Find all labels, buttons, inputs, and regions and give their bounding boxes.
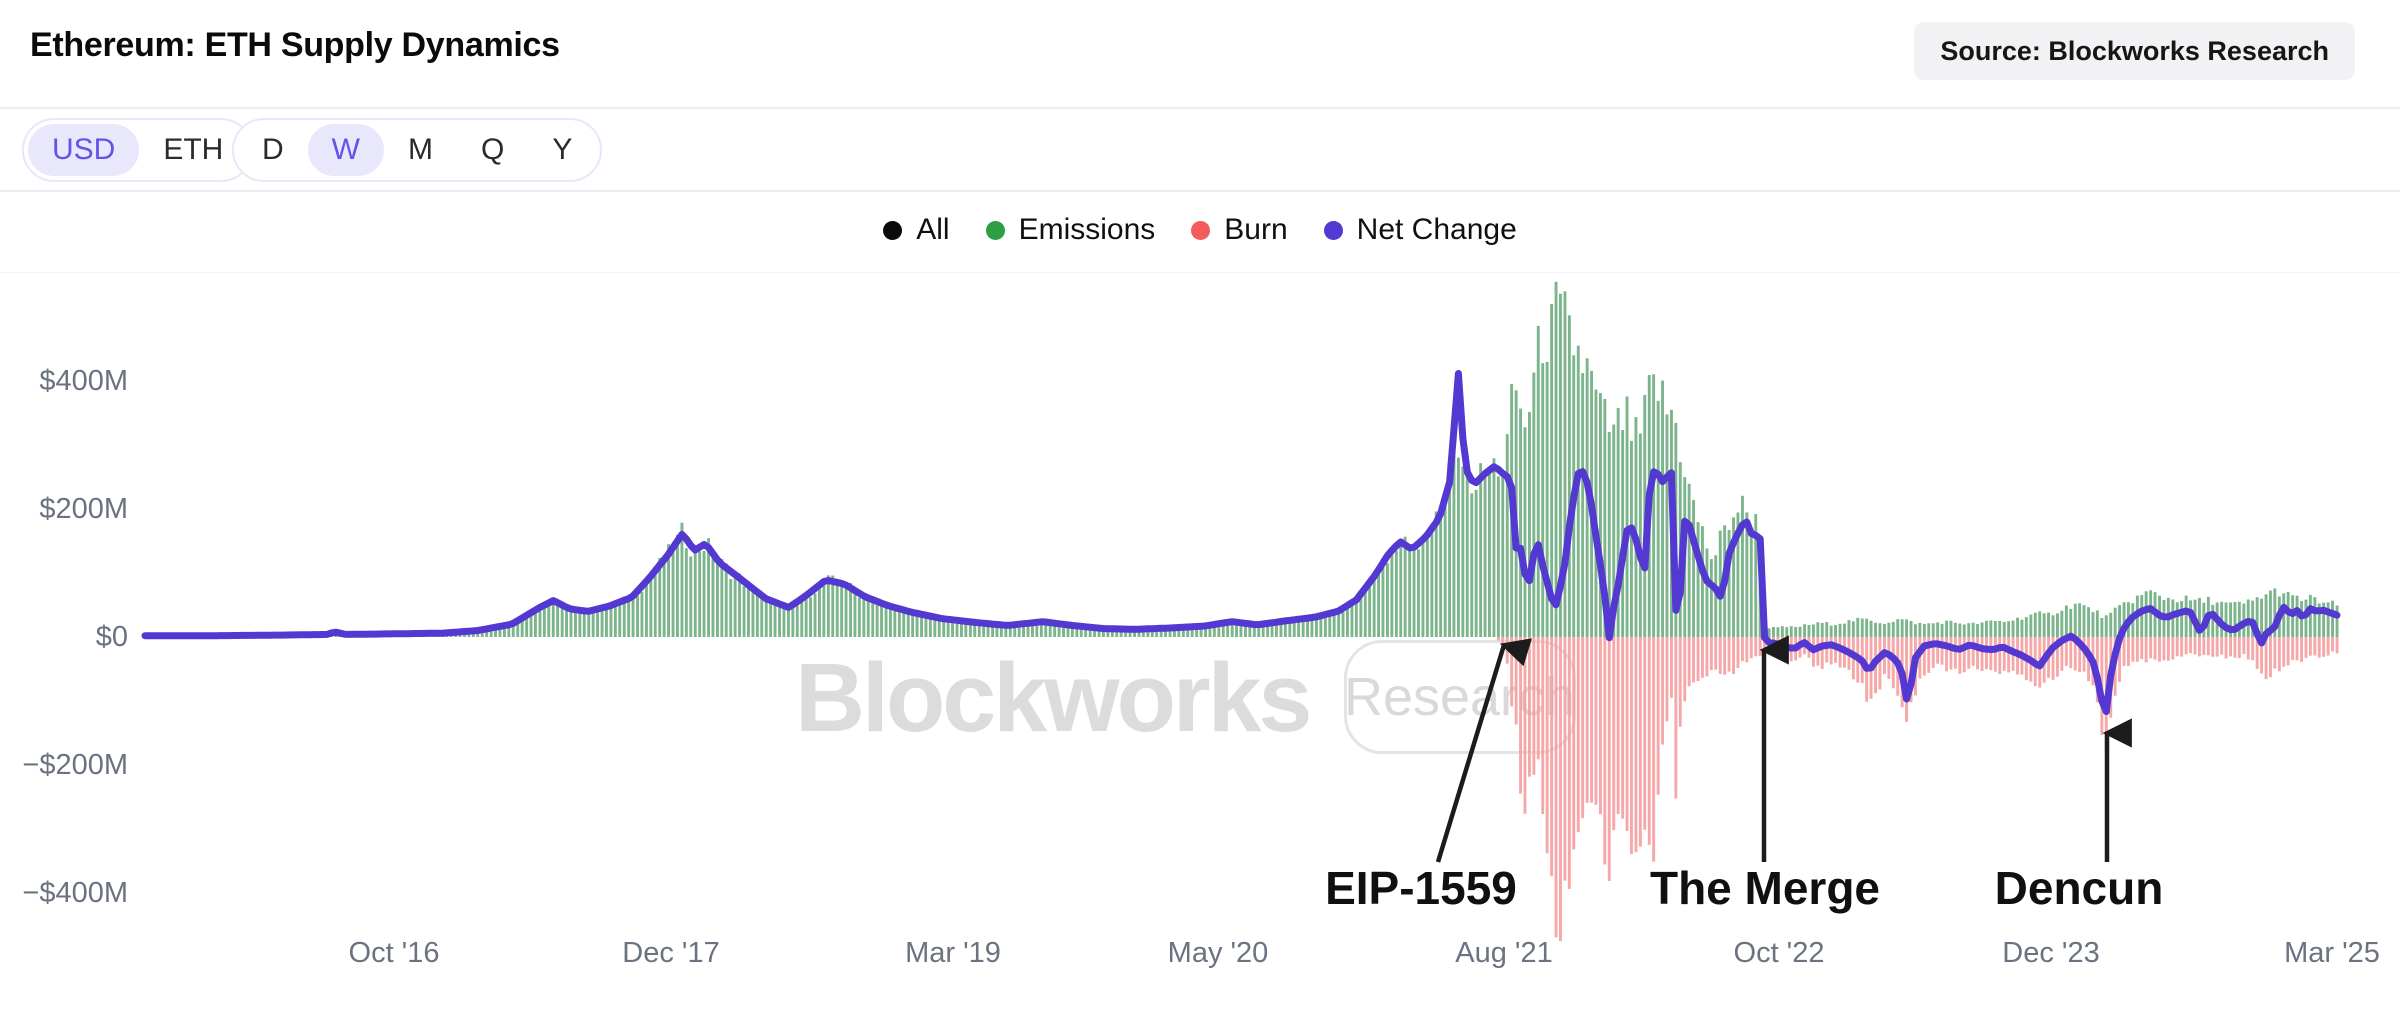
y-axis-label: $200M bbox=[39, 493, 128, 525]
legend-label: Net Change bbox=[1356, 213, 1517, 246]
legend-label: Burn bbox=[1224, 213, 1288, 246]
toggle-interval-m[interactable]: M bbox=[408, 133, 433, 166]
toggle-eth[interactable]: ETH bbox=[163, 133, 224, 166]
chart-legend: All Emissions Burn Net Change bbox=[0, 213, 2400, 247]
all-series-dot-icon bbox=[883, 220, 903, 240]
toggle-interval-y[interactable]: Y bbox=[552, 133, 573, 166]
x-axis-label: Aug '21 bbox=[1455, 937, 1552, 969]
legend-label: All bbox=[916, 213, 950, 246]
annotation-label: EIP-1559 bbox=[1325, 862, 1517, 914]
x-axis-labels: Oct '16 Dec '17 Mar '19 May '20 Aug '21 Oct '… bbox=[349, 937, 2380, 969]
y-axis-labels: $400M $200M $0 −$200M −$400M bbox=[22, 365, 128, 909]
divider bbox=[0, 190, 2400, 192]
toggle-interval-d[interactable]: D bbox=[262, 133, 284, 166]
annotation-label: The Merge bbox=[1650, 862, 1880, 914]
x-axis-label: Dec '17 bbox=[622, 937, 719, 969]
y-axis-label: $400M bbox=[39, 365, 128, 397]
legend-item-all[interactable]: All bbox=[883, 213, 950, 247]
toggle-interval-w[interactable]: W bbox=[307, 124, 384, 176]
legend-item-emissions[interactable]: Emissions bbox=[985, 213, 1156, 247]
divider bbox=[0, 107, 2400, 109]
emissions-bars bbox=[143, 281, 2339, 637]
burn-series-dot-icon bbox=[1191, 220, 1211, 240]
watermark: Blockworks Research bbox=[795, 640, 1576, 754]
page-title: Ethereum: ETH Supply Dynamics bbox=[30, 26, 560, 64]
x-axis-label: Oct '16 bbox=[349, 937, 440, 969]
currency-toggle: USD ETH bbox=[22, 118, 254, 182]
x-axis-label: Oct '22 bbox=[1734, 937, 1825, 969]
emissions-series-dot-icon bbox=[985, 220, 1005, 240]
toggle-interval-q[interactable]: Q bbox=[481, 133, 505, 166]
interval-toggle: D W M Q Y bbox=[232, 118, 603, 182]
burn-bars bbox=[1496, 637, 2339, 942]
x-axis-label: Mar '19 bbox=[905, 937, 1001, 969]
y-axis-label: $0 bbox=[96, 621, 128, 653]
y-axis-label: −$400M bbox=[22, 877, 128, 909]
legend-item-burn[interactable]: Burn bbox=[1191, 213, 1288, 247]
net-change-line bbox=[141, 370, 2341, 715]
annotations: EIP-1559 The Merge Dencun bbox=[1321, 635, 2168, 919]
net-change-series-dot-icon bbox=[1323, 220, 1343, 240]
y-axis-label: −$200M bbox=[22, 749, 128, 781]
legend-item-net-change[interactable]: Net Change bbox=[1323, 213, 1517, 247]
x-axis-label: May '20 bbox=[1168, 937, 1269, 969]
source-badge: Source: Blockworks Research bbox=[1914, 22, 2355, 80]
legend-label: Emissions bbox=[1018, 213, 1156, 246]
toggle-usd[interactable]: USD bbox=[28, 124, 140, 176]
annotation-label: Dencun bbox=[1995, 862, 2164, 914]
x-axis-label: Dec '23 bbox=[2002, 937, 2099, 969]
x-axis-label: Mar '25 bbox=[2284, 937, 2380, 969]
watermark-brand: Blockworks bbox=[795, 642, 1312, 752]
divider bbox=[0, 272, 2400, 273]
